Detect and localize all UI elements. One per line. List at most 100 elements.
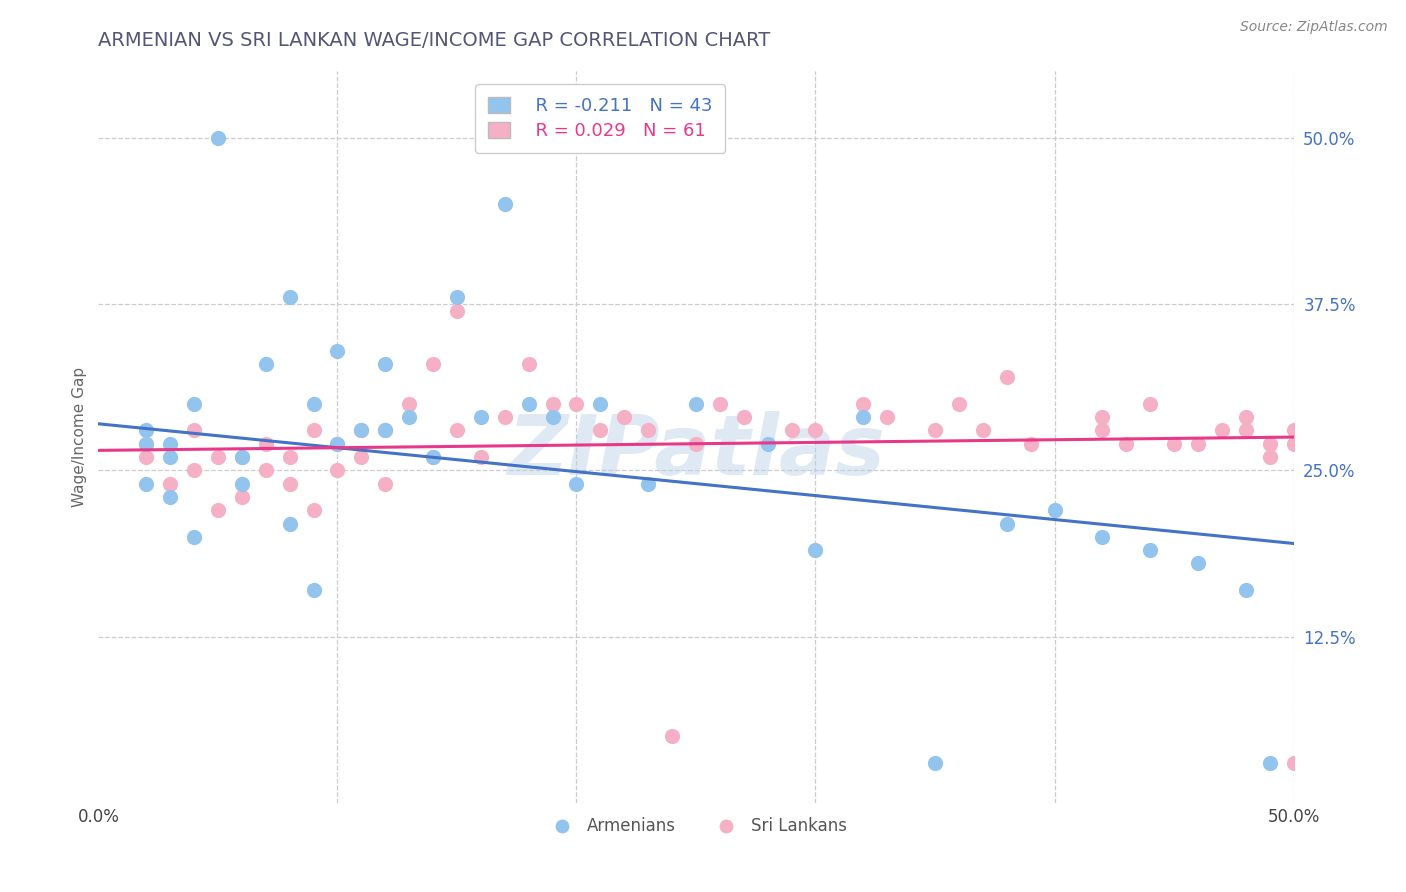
Point [517,357,540,371]
Point [302,397,325,411]
Legend: Armenians, Sri Lankans: Armenians, Sri Lankans [538,811,853,842]
Point [470,450,492,464]
Point [254,463,277,477]
Point [972,424,994,438]
Point [995,516,1018,531]
Point [374,476,396,491]
Point [1282,436,1305,450]
Point [159,490,181,504]
Point [135,436,157,450]
Point [183,424,205,438]
Point [685,436,707,450]
Point [924,756,946,770]
Point [183,397,205,411]
Point [1282,424,1305,438]
Point [183,463,205,477]
Point [1091,424,1114,438]
Point [159,436,181,450]
Point [374,424,396,438]
Point [231,450,253,464]
Point [1187,436,1209,450]
Point [398,397,420,411]
Point [1091,410,1114,425]
Point [302,582,325,597]
Point [1282,756,1305,770]
Point [733,410,755,425]
Point [422,357,444,371]
Point [1019,436,1042,450]
Point [374,424,396,438]
Point [637,424,659,438]
Point [254,357,277,371]
Point [326,343,349,358]
Point [350,424,373,438]
Point [685,397,707,411]
Point [661,729,683,743]
Point [1234,424,1257,438]
Point [398,410,420,425]
Point [589,397,612,411]
Point [1258,436,1281,450]
Point [876,410,898,425]
Point [446,303,468,318]
Point [541,410,564,425]
Point [1091,530,1114,544]
Point [995,370,1018,384]
Point [302,424,325,438]
Point [613,410,636,425]
Point [541,397,564,411]
Text: ZIPatlas: ZIPatlas [508,411,884,492]
Point [1187,557,1209,571]
Point [589,424,612,438]
Point [278,290,301,304]
Point [159,476,181,491]
Point [1234,582,1257,597]
Point [852,410,875,425]
Point [422,450,444,464]
Point [254,436,277,450]
Point [302,503,325,517]
Point [135,450,157,464]
Point [637,476,659,491]
Point [1043,503,1066,517]
Point [350,424,373,438]
Point [374,357,396,371]
Point [231,476,253,491]
Point [1115,436,1137,450]
Point [231,490,253,504]
Point [1163,436,1185,450]
Point [135,476,157,491]
Point [135,424,157,438]
Point [565,476,588,491]
Point [948,397,970,411]
Point [183,530,205,544]
Point [231,450,253,464]
Point [350,450,373,464]
Point [207,450,229,464]
Point [446,290,468,304]
Point [517,397,540,411]
Point [207,131,229,145]
Point [278,476,301,491]
Point [804,424,827,438]
Text: Source: ZipAtlas.com: Source: ZipAtlas.com [1240,20,1388,34]
Point [326,463,349,477]
Point [1139,543,1161,558]
Point [207,503,229,517]
Point [494,410,516,425]
Point [1258,756,1281,770]
Point [709,397,731,411]
Point [470,410,492,425]
Point [1258,450,1281,464]
Point [804,543,827,558]
Point [159,450,181,464]
Point [326,436,349,450]
Y-axis label: Wage/Income Gap: Wage/Income Gap [72,367,87,508]
Point [494,197,516,211]
Point [135,436,157,450]
Point [780,424,803,438]
Point [1234,410,1257,425]
Point [446,424,468,438]
Point [326,436,349,450]
Point [278,516,301,531]
